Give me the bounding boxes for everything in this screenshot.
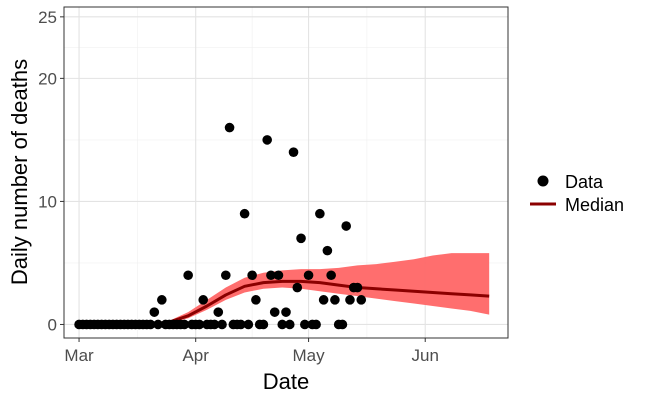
data-point — [183, 270, 193, 281]
data-point — [220, 270, 231, 281]
data-point — [273, 270, 284, 281]
data-point — [243, 319, 254, 330]
legend-median-label: Median — [565, 195, 624, 215]
data-point — [300, 319, 310, 330]
y-tick-label: 20 — [38, 69, 57, 88]
x-tick-label: May — [293, 346, 326, 365]
x-tick-label: Apr — [182, 346, 209, 365]
y-tick-label: 0 — [48, 315, 57, 334]
data-point — [194, 319, 205, 330]
y-tick-label: 25 — [38, 8, 57, 27]
data-point — [198, 295, 209, 305]
data-point — [213, 307, 224, 317]
data-point — [277, 319, 288, 330]
data-point — [247, 270, 257, 281]
legend-data-label: Data — [565, 172, 604, 192]
y-axis-title: Daily number of deaths — [7, 59, 32, 285]
data-point — [352, 282, 363, 293]
data-point — [236, 319, 246, 330]
median-line-layer — [150, 279, 490, 326]
data-point — [281, 307, 291, 317]
x-tick-label: Jun — [412, 346, 439, 365]
uncertainty-band-layer — [150, 253, 490, 325]
data-point — [284, 319, 295, 330]
data-point — [262, 135, 272, 145]
plot-border — [63, 6, 509, 339]
data-point — [269, 307, 280, 317]
uncertainty-band — [150, 253, 490, 325]
data-point — [322, 245, 333, 256]
data-point — [345, 295, 355, 305]
data-point — [330, 295, 340, 305]
legend: Data Median — [530, 172, 624, 215]
median-line — [150, 279, 490, 326]
data-point — [356, 295, 367, 305]
data-point — [337, 319, 348, 330]
data-point — [153, 319, 163, 330]
data-point — [311, 319, 321, 330]
y-axis-ticks: 0 10 20 25 — [38, 8, 64, 334]
data-point — [217, 319, 227, 330]
data-point — [341, 221, 352, 231]
data-point — [303, 270, 314, 281]
data-point — [179, 319, 190, 330]
data-point — [157, 295, 167, 305]
data-point — [145, 319, 156, 330]
data-point — [315, 208, 325, 219]
data-point — [251, 295, 261, 305]
data-point — [224, 122, 235, 133]
data-points-layer — [74, 122, 367, 330]
data-point — [239, 208, 250, 219]
data-point — [258, 319, 269, 330]
x-tick-label: Mar — [64, 346, 94, 365]
legend-data-key — [537, 175, 549, 187]
data-point — [266, 270, 276, 281]
data-point — [326, 270, 336, 281]
data-point — [288, 147, 299, 157]
data-point — [149, 307, 160, 317]
data-point — [292, 282, 303, 293]
data-point — [296, 233, 306, 244]
x-axis-title: Date — [263, 369, 309, 394]
y-tick-label: 10 — [38, 192, 57, 211]
data-point — [318, 295, 329, 305]
data-point — [209, 319, 220, 330]
x-axis-ticks: Mar Apr May Jun — [64, 338, 439, 365]
